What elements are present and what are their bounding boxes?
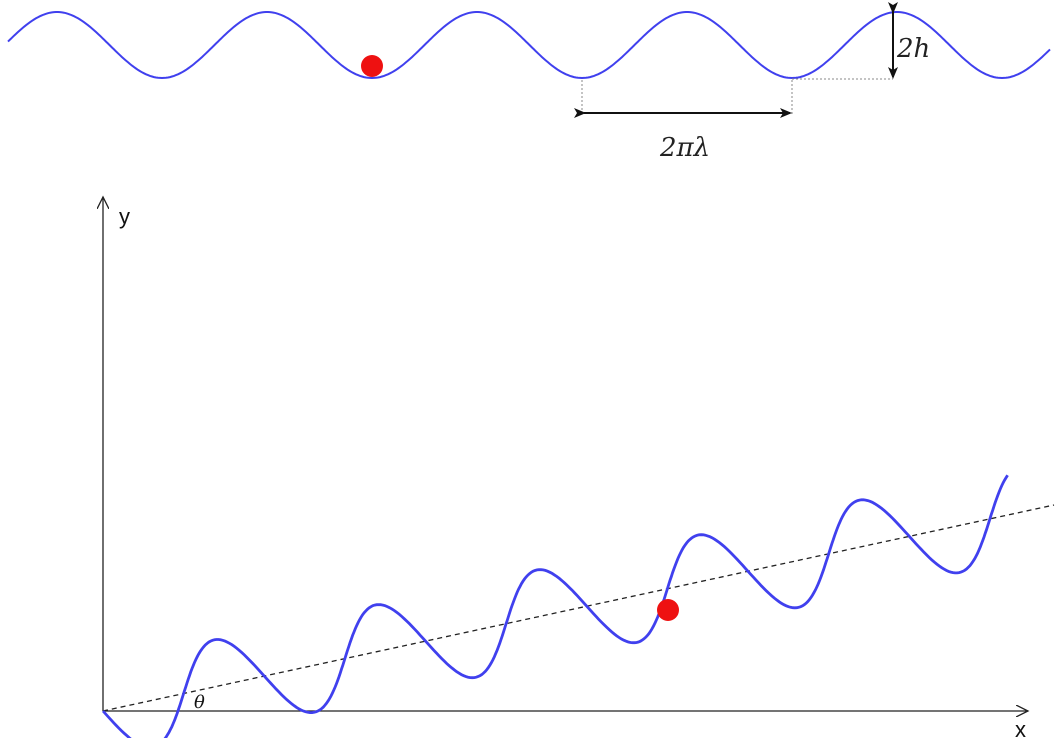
amplitude-label: 2h bbox=[896, 34, 930, 64]
wavelength-label: 2πλ bbox=[659, 133, 710, 163]
bottom-ball bbox=[657, 599, 679, 621]
bottom-panel: y x θ bbox=[101, 197, 1055, 738]
top-sine-wave bbox=[7, 11, 1051, 80]
x-axis-label: x bbox=[1015, 717, 1026, 738]
y-axis-label: y bbox=[119, 204, 130, 229]
incline-dashed-line bbox=[102, 504, 1055, 712]
top-ball bbox=[361, 55, 383, 77]
top-panel: 2πλ 2h bbox=[7, 2, 1051, 163]
inclined-sine-wave bbox=[101, 474, 1009, 738]
angle-label: θ bbox=[194, 692, 205, 713]
